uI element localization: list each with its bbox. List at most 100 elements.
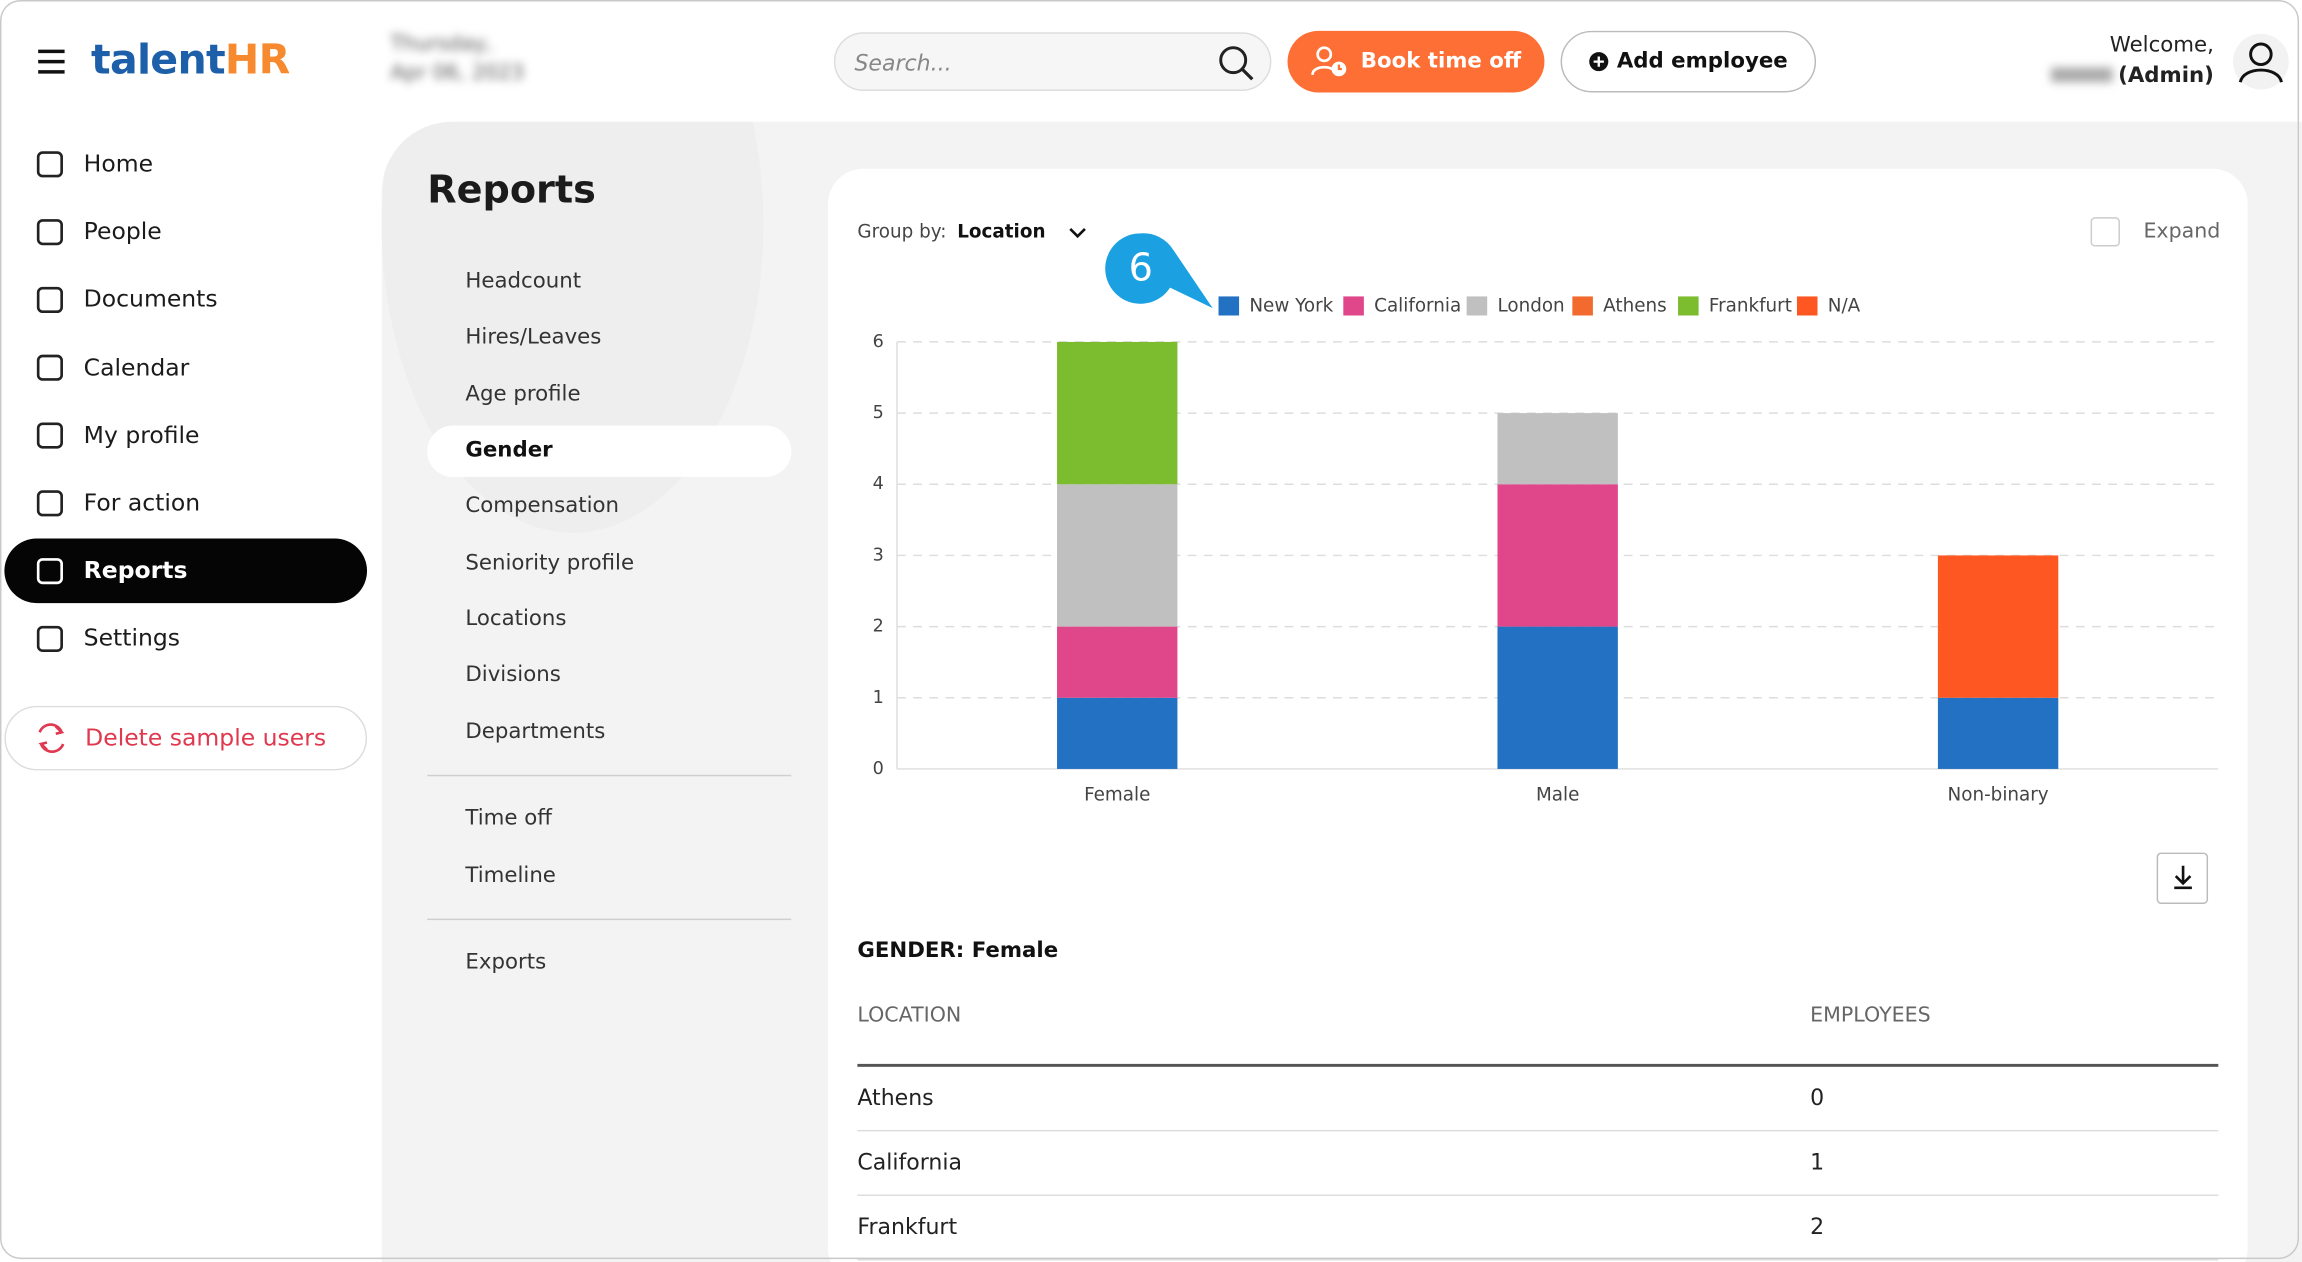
- y-tick-label: 4: [873, 474, 884, 494]
- add-employee-button[interactable]: Add employee: [1560, 30, 1817, 93]
- role: (Admin): [2118, 64, 2214, 89]
- download-icon: [2174, 865, 2192, 890]
- active-nav-bg: [4, 538, 368, 604]
- nav-icon: [36, 490, 63, 517]
- menu-item[interactable]: Compensation: [465, 495, 620, 519]
- table-cell: 0: [1810, 1084, 1825, 1111]
- table-cell: 1: [1810, 1149, 1825, 1176]
- nav-item[interactable]: People: [83, 217, 162, 246]
- legend-label: N/A: [1828, 296, 1861, 317]
- legend-label: California: [1374, 296, 1461, 317]
- bar-segment: [1497, 413, 1618, 485]
- table-cell: Frankfurt: [857, 1213, 958, 1240]
- x-tick-label: Male: [1536, 784, 1579, 805]
- menu-item[interactable]: Gender: [465, 438, 553, 463]
- date-line: Apr 06, 2023: [390, 61, 525, 86]
- table-cell: 2: [1810, 1213, 1825, 1240]
- nav-item[interactable]: Documents: [83, 285, 218, 314]
- nav-icon: [36, 219, 63, 246]
- nav-item[interactable]: Settings: [83, 624, 181, 653]
- logo-main: talent: [91, 35, 226, 84]
- menu-divider: [427, 774, 792, 777]
- nav-item[interactable]: My profile: [83, 420, 200, 449]
- nav-item[interactable]: Home: [83, 149, 154, 178]
- button-label: Book time off: [1360, 49, 1522, 74]
- menu-divider: [427, 918, 792, 921]
- menu-item[interactable]: Locations: [465, 607, 567, 632]
- menu-item[interactable]: Exports: [465, 950, 547, 975]
- date: Thursday, Apr 06, 2023: [391, 32, 525, 85]
- search-box[interactable]: Search...: [833, 32, 1272, 91]
- bar-segment: [1497, 626, 1618, 769]
- menu-item[interactable]: Hires/Leaves: [465, 326, 602, 350]
- menu-item[interactable]: Age profile: [465, 382, 581, 407]
- row-rule: [857, 1194, 2219, 1196]
- bar-segment: [1057, 626, 1178, 698]
- download-button[interactable]: [2156, 852, 2209, 904]
- menu-item[interactable]: Headcount: [465, 270, 582, 294]
- user-line: (Admin): [2050, 62, 2214, 93]
- menu-icon[interactable]: [37, 47, 66, 76]
- y-tick-label: 2: [873, 617, 884, 637]
- column-header: LOCATION: [857, 1003, 962, 1028]
- legend-label: New York: [1249, 296, 1333, 317]
- nav-icon: [36, 286, 63, 314]
- legend-swatch: [1796, 296, 1818, 316]
- legend-swatch: [1218, 296, 1240, 316]
- bar-segment: [1937, 697, 2059, 769]
- nav-icon: [36, 151, 63, 178]
- row-rule: [857, 1129, 2219, 1132]
- menu-item[interactable]: Seniority profile: [465, 551, 635, 575]
- bar-segment: [1057, 484, 1178, 627]
- bar-segment: [1057, 341, 1178, 485]
- table-title: GENDER: Female: [857, 939, 1059, 963]
- legend-swatch: [1466, 296, 1488, 316]
- nav-icon: [36, 354, 63, 381]
- avatar[interactable]: [2232, 32, 2291, 91]
- legend-swatch: [1572, 296, 1593, 316]
- callout-number: 6: [1129, 246, 1153, 290]
- book-time-off-button[interactable]: Book time off: [1287, 30, 1545, 93]
- menu-item[interactable]: Timeline: [465, 864, 556, 888]
- x-tick-label: Female: [1084, 784, 1150, 805]
- nav-icon: [36, 558, 63, 585]
- button-label: Add employee: [1616, 49, 1788, 74]
- menu-item[interactable]: Time off: [465, 807, 552, 831]
- row-rule: [857, 1259, 2219, 1261]
- table-cell: Athens: [857, 1084, 934, 1111]
- column-header: EMPLOYEES: [1810, 1003, 1931, 1028]
- y-tick-label: 3: [873, 545, 884, 565]
- logo[interactable]: talentHR: [91, 35, 290, 84]
- plus-icon: [1589, 52, 1609, 72]
- bar-segment: [1057, 697, 1178, 769]
- delete-label: Delete sample users: [85, 723, 327, 752]
- legend-label: Athens: [1603, 296, 1666, 317]
- nav-item[interactable]: Calendar: [83, 353, 190, 381]
- legend-label: London: [1497, 296, 1564, 317]
- search-icon: [1219, 46, 1254, 81]
- group-by-value[interactable]: Location: [957, 220, 1046, 243]
- menu-item[interactable]: Divisions: [465, 663, 561, 688]
- nav-item[interactable]: For action: [83, 488, 201, 517]
- delete-sample-users-button[interactable]: [4, 705, 368, 771]
- callout-bubble: [1105, 233, 1213, 309]
- legend-swatch: [1343, 296, 1364, 316]
- header-rule: [857, 1063, 2219, 1067]
- expand-checkbox[interactable]: [2090, 217, 2120, 247]
- nav-item[interactable]: Reports: [83, 556, 188, 585]
- reports-title: Reports: [427, 168, 596, 213]
- y-tick-label: 6: [873, 332, 884, 352]
- bar-segment: [1937, 555, 2059, 698]
- active-menu-bg: [427, 425, 792, 477]
- date-line: Thursday,: [390, 32, 493, 56]
- y-tick-label: 0: [873, 759, 884, 779]
- book-icon: [1310, 46, 1347, 77]
- welcome-text: Welcome,: [2109, 33, 2214, 58]
- table-cell: California: [857, 1149, 962, 1176]
- legend-label: Frankfurt: [1709, 296, 1792, 317]
- menu-item[interactable]: Departments: [465, 720, 606, 744]
- chevron: [1069, 227, 1086, 239]
